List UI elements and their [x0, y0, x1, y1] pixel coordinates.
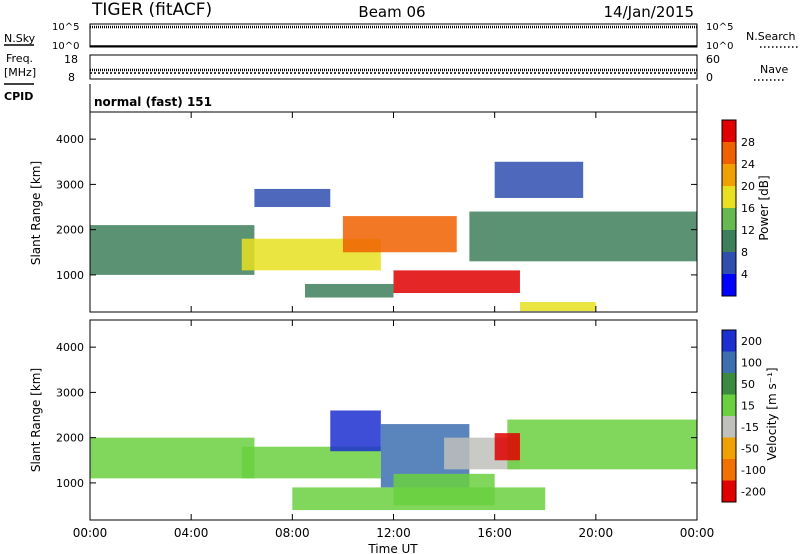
velocity-colorbar-swatch — [722, 416, 736, 438]
velocity-colorbar-tick-label: 15 — [741, 399, 755, 412]
velocity-ytick-label: 1000 — [56, 477, 84, 490]
power-colorbar-tick-label: 24 — [741, 158, 755, 171]
velocity-colorbar-tick-label: 100 — [741, 356, 762, 369]
power-colorbar-swatch — [722, 164, 736, 186]
power-colorbar-swatch — [722, 142, 736, 164]
nave-label: Nave — [760, 63, 788, 76]
time-tick-label: 00:00 — [680, 526, 715, 540]
velocity-axis: 1000 2000 3000 4000 — [56, 341, 697, 490]
velocity-colorbar-swatch — [722, 351, 736, 373]
power-colorbar-swatch — [722, 230, 736, 252]
cpid-text: normal (fast) 151 — [94, 95, 212, 109]
freq-strip: Freq. [MHz] 18 8 60 0 Nave — [4, 52, 788, 84]
time-tick-label: 12:00 — [376, 526, 411, 540]
velocity-ytick-label: 3000 — [56, 386, 84, 399]
time-tick-label: 20:00 — [579, 526, 614, 540]
power-echo-region — [494, 161, 584, 198]
power-colorbar-tick-label: 12 — [741, 224, 755, 237]
velocity-ytick-label: 2000 — [56, 432, 84, 445]
date-title: 14/Jan/2015 — [604, 3, 695, 21]
velocity-echo-region — [507, 419, 697, 470]
power-colorbar-tick-label: 8 — [741, 246, 748, 259]
power-colorbar-tick-label: 16 — [741, 202, 755, 215]
power-colorbar: 28 24 20 16 12 8 4 — [721, 119, 755, 297]
power-colorbar-swatch — [722, 186, 736, 208]
time-tick-label: 00:00 — [73, 526, 108, 540]
velocity-echo-region — [241, 446, 381, 479]
velocity-colorbar-tick-label: -15 — [741, 421, 759, 434]
power-colorbar-swatch — [722, 208, 736, 230]
freq-tick-bottom: 8 — [68, 71, 75, 84]
nave-tick-top: 60 — [706, 53, 720, 66]
nsearch-tick-bottom: 10^0 — [706, 41, 733, 52]
power-echoes — [90, 161, 697, 312]
power-echo-region — [342, 216, 457, 253]
power-ylabel: Slant Range [km] — [29, 161, 43, 265]
velocity-colorbar-swatch — [722, 330, 736, 352]
power-echo-region — [469, 211, 697, 262]
power-colorbar-swatch — [722, 120, 736, 142]
velocity-colorbar-swatch — [722, 394, 736, 416]
velocity-colorbar-tick-label: -50 — [741, 442, 759, 455]
power-echo-region — [254, 188, 331, 208]
velocity-echo-region — [494, 433, 520, 461]
cpid-strip: CPID normal (fast) 151 — [4, 83, 698, 112]
velocity-echo-region — [292, 487, 546, 511]
velocity-ylabel: Slant Range [km] — [29, 368, 43, 472]
velocity-colorbar-tick-label: -200 — [741, 485, 766, 498]
nave-tick-bottom: 0 — [706, 71, 713, 84]
power-ytick-label: 1000 — [56, 269, 84, 282]
nsky-tick-top: 10^5 — [52, 22, 79, 33]
power-echo-region — [393, 270, 520, 293]
velocity-colorbar-tick-label: 50 — [741, 378, 755, 391]
velocity-colorbar-swatch — [722, 373, 736, 395]
power-ytick-label: 3000 — [56, 178, 84, 191]
time-tick-label: 16:00 — [477, 526, 512, 540]
power-colorbar-label: Power [dB] — [757, 175, 771, 240]
velocity-echo-region — [330, 410, 381, 452]
cpid-label: CPID — [4, 90, 33, 103]
nsearch-tick-top: 10^5 — [706, 22, 733, 33]
power-colorbar-swatch — [722, 274, 736, 296]
nsearch-label: N.Search — [746, 30, 796, 43]
velocity-colorbar-label: Velocity [m s⁻¹] — [765, 367, 779, 460]
power-panel: 1000 2000 3000 4000 Slant Range [km] — [29, 111, 698, 313]
power-echo-region — [519, 302, 596, 312]
radar-title: TIGER (fitACF) — [91, 0, 212, 20]
velocity-colorbar-swatch — [722, 459, 736, 481]
power-echo-region — [90, 225, 255, 275]
velocity-colorbar-swatch — [722, 480, 736, 502]
velocity-echoes — [90, 410, 697, 511]
velocity-ytick-label: 4000 — [56, 341, 84, 354]
power-colorbar-tick-label: 4 — [741, 268, 748, 281]
power-colorbar-tick-label: 28 — [741, 136, 755, 149]
power-echo-region — [304, 283, 394, 298]
power-colorbar-tick-label: 20 — [741, 180, 755, 193]
nsky-label: N.Sky — [4, 32, 36, 45]
nsky-strip: N.Sky 10^5 10^0 10^5 10^0 N.Search — [4, 22, 800, 52]
velocity-colorbar: 200 100 50 15 -15 -50 -100 -200 — [721, 329, 766, 503]
time-axis-label: Time UT — [367, 542, 418, 554]
nsky-tick-bottom: 10^0 — [52, 41, 79, 52]
freq-label-line1: Freq. — [6, 52, 33, 65]
velocity-echo-region — [90, 437, 255, 479]
freq-label-line2: [MHz] — [4, 66, 36, 79]
beam-title: Beam 06 — [358, 3, 425, 21]
power-ytick-label: 2000 — [56, 224, 84, 237]
time-tick-label: 04:00 — [174, 526, 209, 540]
power-axis: 1000 2000 3000 4000 — [56, 133, 697, 282]
velocity-colorbar-tick-label: -100 — [741, 464, 766, 477]
power-colorbar-swatch — [722, 252, 736, 274]
time-axis: 00:00 04:00 08:00 12:00 16:00 20:00 00:00 — [73, 112, 715, 540]
velocity-colorbar-swatch — [722, 437, 736, 459]
velocity-colorbar-tick-label: 200 — [741, 335, 762, 348]
velocity-panel: 1000 2000 3000 4000 Slant Range [km] — [29, 319, 698, 521]
freq-tick-top: 18 — [64, 53, 78, 66]
time-tick-label: 08:00 — [275, 526, 310, 540]
power-ytick-label: 4000 — [56, 133, 84, 146]
